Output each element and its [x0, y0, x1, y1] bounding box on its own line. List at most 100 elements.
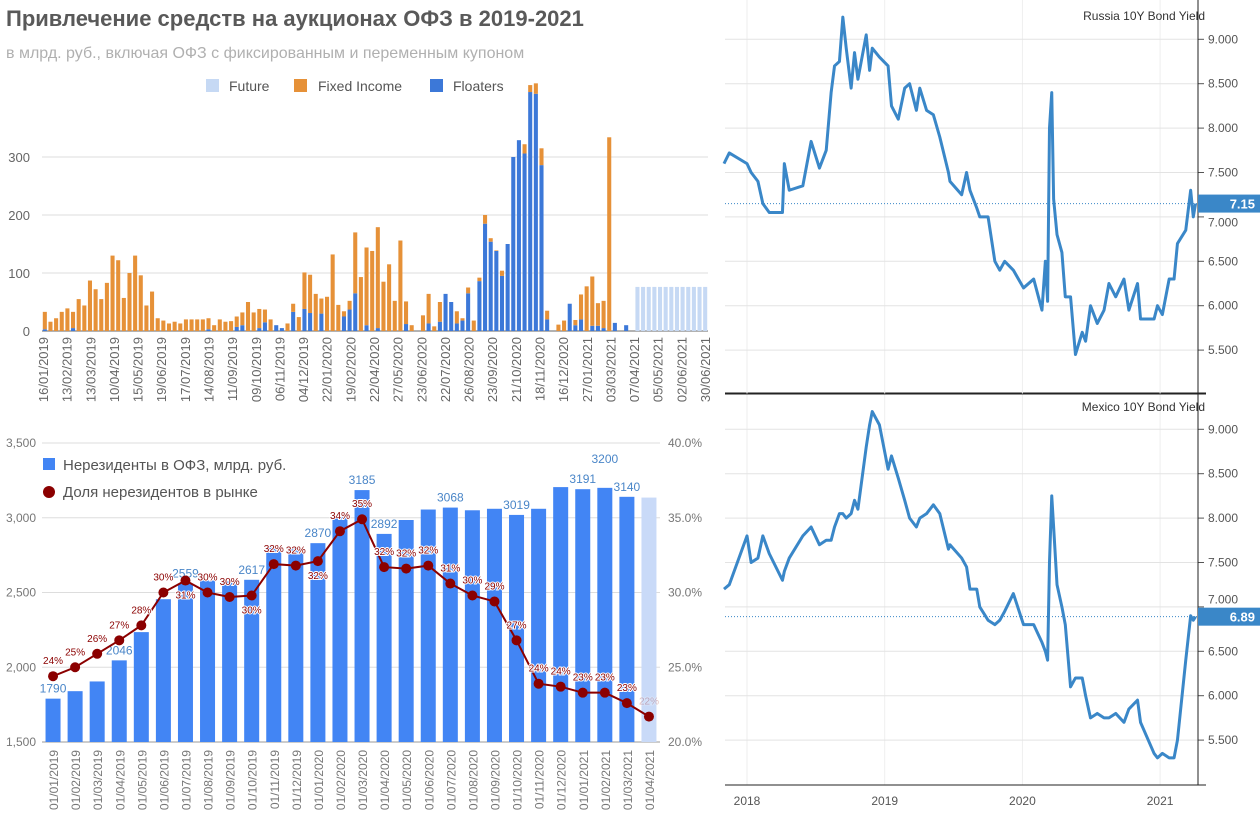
bar-nonresidents [420, 509, 436, 742]
yield-line [723, 410, 1197, 760]
share-point [180, 575, 191, 586]
x-tick-label: 13/03/2019 [83, 337, 98, 402]
bar-nonresidents [222, 581, 238, 742]
x-tick-label: 01/05/2019 [135, 750, 149, 810]
x-tick-label: 01/09/2019 [224, 750, 238, 810]
share-point [290, 560, 301, 571]
bar-floaters [375, 328, 380, 331]
x-tick-label: 01/10/2020 [511, 750, 525, 810]
share-data-label: 31% [440, 564, 460, 575]
y-tick-label: 300 [8, 150, 30, 165]
share-data-label: 31% [175, 591, 195, 602]
bar-fixed-income [59, 311, 64, 331]
y-tick-label: 6.500 [1208, 254, 1238, 268]
bar-fixed-income [189, 319, 194, 331]
bar-data-label: 1790 [40, 682, 67, 696]
y-tick-label: 7.500 [1208, 556, 1238, 570]
bar-floaters [274, 325, 279, 331]
bar-floaters [262, 322, 267, 331]
bar-fixed-income [240, 312, 245, 326]
legend-label-floaters: Floaters [453, 78, 504, 94]
bar-fixed-income [195, 319, 200, 331]
share-data-label: 23% [617, 683, 637, 694]
bar-fixed-income [353, 232, 358, 294]
share-data-label: 32% [308, 571, 328, 582]
bar-fixed-income [93, 289, 98, 331]
y2-tick-label: 30.0% [668, 586, 702, 600]
chart-title: Mexico 10Y Bond Yield [1082, 400, 1205, 414]
bar-data-label: 3140 [614, 480, 641, 494]
bar-nonresidents [575, 489, 591, 742]
bar-data-label: 3068 [437, 491, 464, 505]
bar-fixed-income [217, 319, 222, 331]
share-data-label: 27% [109, 620, 129, 631]
bar-data-label: 2870 [305, 526, 332, 540]
bar-fixed-income [138, 275, 143, 331]
bar-floaters [539, 165, 544, 331]
bar-nonresidents [244, 579, 260, 742]
bar-floaters [257, 328, 262, 331]
russia-yield-chart: 5.500 6.000 6.500 7.000 7.500 8.000 8.500 9.000… [722, 0, 1260, 394]
share-data-label: 23% [595, 673, 615, 684]
share-point [334, 526, 345, 537]
bar-fixed-income [178, 323, 183, 331]
bar-data-label: 2892 [371, 517, 398, 531]
y2-tick-label: 20.0% [668, 735, 702, 749]
bar-fixed-income [375, 227, 380, 329]
x-tick-label: 01/11/2019 [268, 750, 282, 809]
x-tick-label: 22/04/2020 [367, 337, 382, 402]
y-tick-label: 9.000 [1208, 32, 1238, 46]
share-point [312, 556, 323, 567]
bar-nonresidents [619, 496, 635, 742]
last-value-label: 7.15 [1230, 197, 1255, 212]
bar-fixed-income [488, 238, 493, 242]
bar-data-label: 3185 [349, 473, 376, 487]
x-tick-label: 18/11/2020 [533, 337, 548, 401]
x-tick-label: 01/08/2019 [202, 750, 216, 810]
legend-label-future: Future [229, 78, 270, 94]
bar-fixed-income [533, 83, 538, 94]
bar-fixed-income [336, 304, 341, 331]
x-tick-label: 01/06/2020 [422, 750, 436, 810]
bar-fixed-income [528, 85, 533, 93]
x-tick-label: 26/08/2020 [462, 337, 477, 402]
x-tick-label: 01/04/2019 [113, 750, 127, 810]
bar-fixed-income [426, 293, 431, 324]
legend-swatch-fixed-income [294, 79, 307, 92]
bar-fixed-income [477, 277, 482, 282]
bar-fixed-income [200, 319, 205, 331]
bar-future [669, 286, 674, 331]
bar-fixed-income [150, 291, 155, 331]
x-tick-label: 01/12/2020 [555, 750, 569, 810]
share-line [52, 517, 650, 718]
bar-nonresidents [442, 507, 458, 742]
share-data-label: 30% [198, 573, 218, 584]
y-tick-label: 6.000 [1208, 299, 1238, 313]
bar-nonresidents [509, 514, 525, 742]
share-point [48, 671, 59, 682]
bar-fixed-income [48, 321, 53, 331]
share-point [224, 591, 235, 602]
bar-floaters [426, 323, 431, 331]
x-tick-label: 15/05/2019 [131, 337, 146, 402]
x-tick-label: 2020 [1009, 794, 1036, 808]
share-data-label: 30% [220, 577, 240, 588]
x-tick-label: 01/02/2019 [69, 750, 83, 810]
y-tick-label: 8.500 [1208, 467, 1238, 481]
share-point [158, 587, 169, 598]
bar-fixed-income [347, 300, 352, 310]
bar-nonresidents [89, 681, 105, 742]
bar-future [691, 286, 696, 331]
bar-nonresidents [641, 497, 657, 742]
x-tick-label: 11/09/2019 [225, 337, 240, 401]
x-tick-label: 01/09/2020 [488, 750, 502, 810]
bar-floaters [612, 322, 617, 331]
bar-data-label: 2559 [172, 567, 199, 581]
bar-fixed-income [319, 298, 324, 314]
bar-future [652, 286, 657, 331]
bar-nonresidents [398, 519, 414, 742]
bar-fixed-income [65, 308, 70, 331]
bar-fixed-income [166, 323, 172, 331]
bar-fixed-income [432, 326, 437, 331]
